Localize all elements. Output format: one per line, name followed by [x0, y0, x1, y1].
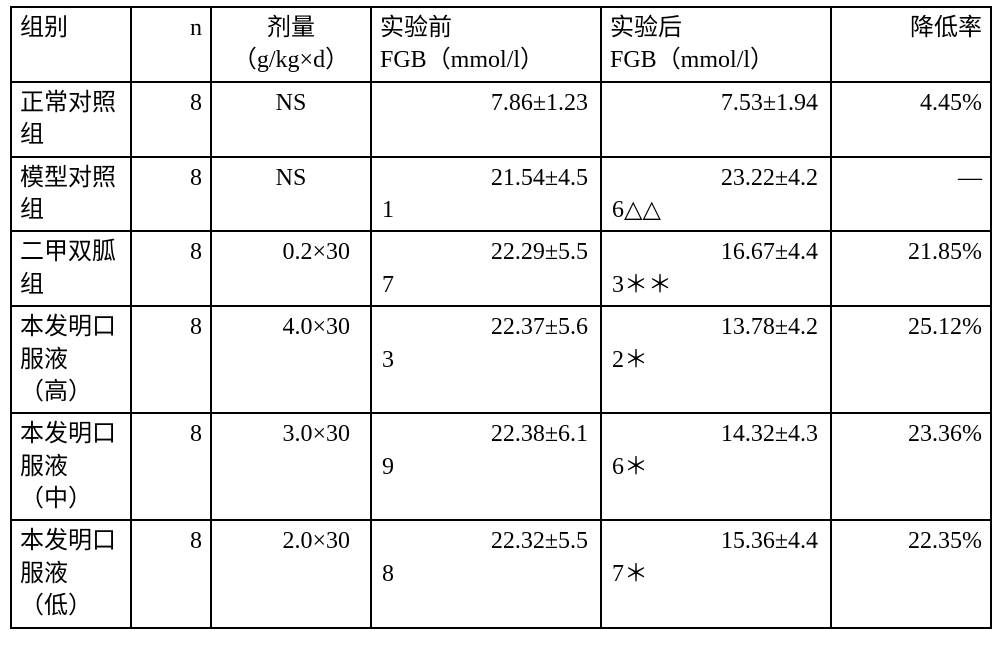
cell-pre-l1: 22.29±5.5 [380, 236, 592, 268]
col-header-n-l1: n [190, 15, 202, 41]
col-header-post-l2: FGB（mmol/l） [610, 47, 774, 73]
cell-pre: 21.54±4.5 1 [371, 157, 601, 232]
cell-post-l1: 16.67±4.4 [610, 236, 822, 268]
cell-n: 8 [131, 520, 211, 627]
cell-n: 8 [131, 157, 211, 232]
cell-group: 模型对照组 [11, 157, 131, 232]
col-header-post-l1: 实验后 [610, 15, 682, 41]
col-header-group-l1: 组别 [20, 15, 68, 41]
col-header-group: 组别 [11, 7, 131, 82]
cell-rate: 22.35% [831, 520, 991, 627]
cell-pre-l2: 8 [380, 558, 592, 590]
table-row: 模型对照组 8 NS 21.54±4.5 1 23.22±4.2 6△△ — [11, 157, 991, 232]
fgb-results-table: 组别 n 剂量 （g/kg×d） 实验前 FGB（mmol/l） 实验后 FGB… [10, 6, 992, 629]
cell-pre-l1: 22.38±6.1 [380, 418, 592, 450]
cell-post-l1: 23.22±4.2 [610, 162, 822, 194]
cell-pre-l2: 3 [380, 344, 592, 376]
cell-group: 正常对照组 [11, 82, 131, 157]
cell-pre: 22.32±5.5 8 [371, 520, 601, 627]
cell-post: 14.32±4.3 6＊ [601, 413, 831, 520]
cell-pre-l1: 7.86±1.23 [380, 87, 592, 119]
cell-pre: 22.29±5.5 7 [371, 231, 601, 306]
cell-dose: 0.2×30 [211, 231, 371, 306]
cell-post-l2: 2＊ [610, 344, 822, 376]
table-row: 正常对照组 8 NS 7.86±1.23 7.53±1.94 4.45% [11, 82, 991, 157]
cell-dose: 3.0×30 [211, 413, 371, 520]
col-header-rate: 降低率 [831, 7, 991, 82]
cell-pre-l2: 1 [380, 194, 592, 226]
cell-post-l1: 14.32±4.3 [610, 418, 822, 450]
table-row: 二甲双胍组 8 0.2×30 22.29±5.5 7 16.67±4.4 3＊＊… [11, 231, 991, 306]
cell-n: 8 [131, 413, 211, 520]
cell-post-l1: 15.36±4.4 [610, 525, 822, 557]
cell-post-l1: 13.78±4.2 [610, 311, 822, 343]
table-row: 本发明口服液（高） 8 4.0×30 22.37±5.6 3 13.78±4.2… [11, 306, 991, 413]
cell-group: 二甲双胍组 [11, 231, 131, 306]
cell-group: 本发明口服液（低） [11, 520, 131, 627]
cell-n: 8 [131, 306, 211, 413]
table-header-row: 组别 n 剂量 （g/kg×d） 实验前 FGB（mmol/l） 实验后 FGB… [11, 7, 991, 82]
col-header-pre: 实验前 FGB（mmol/l） [371, 7, 601, 82]
col-header-dose-l2: （g/kg×d） [233, 47, 349, 73]
cell-dose: 2.0×30 [211, 520, 371, 627]
cell-n: 8 [131, 82, 211, 157]
cell-pre-l1: 22.37±5.6 [380, 311, 592, 343]
cell-pre: 22.37±5.6 3 [371, 306, 601, 413]
col-header-pre-l1: 实验前 [380, 15, 452, 41]
cell-post-l2: 6△△ [610, 194, 822, 226]
cell-rate: 4.45% [831, 82, 991, 157]
cell-rate: 25.12% [831, 306, 991, 413]
cell-post: 16.67±4.4 3＊＊ [601, 231, 831, 306]
cell-dose: NS [211, 82, 371, 157]
cell-pre: 7.86±1.23 [371, 82, 601, 157]
cell-pre-l2: 7 [380, 269, 592, 301]
table-row: 本发明口服液（中） 8 3.0×30 22.38±6.1 9 14.32±4.3… [11, 413, 991, 520]
col-header-dose-l1: 剂量 [267, 15, 315, 41]
col-header-n: n [131, 7, 211, 82]
table-body: 正常对照组 8 NS 7.86±1.23 7.53±1.94 4.45% 模型对… [11, 82, 991, 628]
table-row: 本发明口服液（低） 8 2.0×30 22.32±5.5 8 15.36±4.4… [11, 520, 991, 627]
cell-group: 本发明口服液（中） [11, 413, 131, 520]
col-header-rate-l1: 降低率 [910, 15, 982, 41]
cell-dose: NS [211, 157, 371, 232]
col-header-post: 实验后 FGB（mmol/l） [601, 7, 831, 82]
cell-post: 15.36±4.4 7＊ [601, 520, 831, 627]
cell-pre-l2: 9 [380, 451, 592, 483]
cell-post: 23.22±4.2 6△△ [601, 157, 831, 232]
cell-rate: 23.36% [831, 413, 991, 520]
cell-rate: 21.85% [831, 231, 991, 306]
cell-dose: 4.0×30 [211, 306, 371, 413]
cell-post-l2: 6＊ [610, 451, 822, 483]
cell-n: 8 [131, 231, 211, 306]
col-header-dose: 剂量 （g/kg×d） [211, 7, 371, 82]
cell-post: 13.78±4.2 2＊ [601, 306, 831, 413]
cell-rate: — [831, 157, 991, 232]
cell-post-l1: 7.53±1.94 [610, 87, 822, 119]
cell-pre-l1: 22.32±5.5 [380, 525, 592, 557]
cell-group: 本发明口服液（高） [11, 306, 131, 413]
cell-post-l2: 7＊ [610, 558, 822, 590]
col-header-pre-l2: FGB（mmol/l） [380, 47, 544, 73]
cell-post: 7.53±1.94 [601, 82, 831, 157]
cell-pre-l1: 21.54±4.5 [380, 162, 592, 194]
cell-post-l2: 3＊＊ [610, 269, 822, 301]
cell-pre: 22.38±6.1 9 [371, 413, 601, 520]
